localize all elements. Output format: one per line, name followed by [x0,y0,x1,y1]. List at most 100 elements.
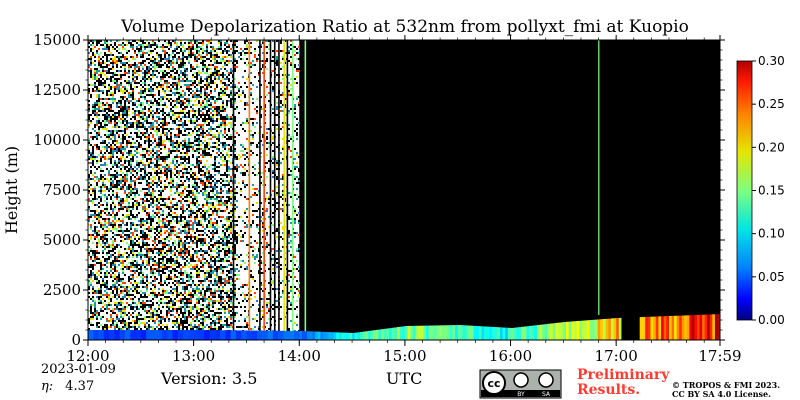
boundary-layer-cell [130,330,137,340]
no-signal-region [299,40,720,340]
boundary-layer-cell [246,330,253,340]
boundary-layer-cell [647,316,651,340]
boundary-layer-cell [576,321,580,340]
boundary-layer-cell [230,330,237,340]
profile-streak [269,40,272,340]
boundary-layer-cell [684,315,688,340]
boundary-layer-cell [502,327,506,340]
copyright-notice: © TROPOS & FMI 2023. CC BY SA 4.0 Licens… [672,381,780,399]
boundary-layer-cell [539,324,543,340]
boundary-layer-cell [267,330,274,340]
boundary-layer-cell [587,320,591,340]
boundary-layer-cell [407,325,411,340]
boundary-layer-cell [278,330,284,340]
boundary-layer-cell [470,325,475,340]
boundary-layer-cell [354,332,358,340]
boundary-layer-cell [225,330,232,340]
colorbar-tick-label: 0.15 [758,184,785,198]
boundary-layer-cell [558,322,562,340]
boundary-layer-cell [103,330,110,340]
boundary-layer-cell [457,325,461,340]
boundary-layer-cell [550,323,554,340]
boundary-layer-cell [592,319,596,340]
boundary-layer-cell [188,330,195,340]
profile-streak [286,40,289,340]
boundary-layer-cell [272,330,279,340]
boundary-layer-cell [655,316,659,340]
boundary-layer-cell [140,330,147,340]
boundary-layer-cell [299,331,303,340]
boundary-layer-cell [589,320,593,340]
boundary-layer-cell [177,330,184,340]
boundary-layer-cell [381,329,385,340]
y-tick-label: 7500 [43,181,81,199]
boundary-layer-cell [686,315,690,340]
cc-logo-icon [482,371,506,395]
y-tick-label: 0 [71,331,81,349]
boundary-layer-cell [88,330,94,340]
boundary-layer-cell [476,326,480,340]
boundary-layer-cell [426,325,430,340]
boundary-layer-cell [565,321,570,340]
eta-value: 4.37 [65,379,95,394]
boundary-layer-cell [370,330,374,340]
boundary-layer-cell [595,319,599,340]
boundary-layer-cell [681,315,685,340]
boundary-layer-cell [712,314,716,340]
y-tick-label: 5000 [43,231,81,249]
colorbar-ticks: 0.00 0.05 0.10 0.15 0.20 0.25 0.30 [752,54,785,327]
boundary-layer-cell [317,331,321,340]
boundary-layer-cell [613,318,617,340]
y-tick-label: 10000 [33,131,81,149]
boundary-layer-cell [560,322,564,340]
boundary-layer-cell [666,316,670,340]
attribution-icon [513,372,529,388]
boundary-layer-cell [602,319,607,340]
boundary-layer-cell [571,321,575,340]
y-tick-label: 12500 [33,81,81,99]
boundary-layer-cell [492,326,496,340]
boundary-layer-cell [439,325,443,340]
x-axis-unit-label: UTC [386,369,423,388]
colorbar-tick-label: 0.30 [758,54,785,68]
preliminary-line-1: Preliminary [577,367,670,383]
boundary-layer-cell [204,330,210,340]
boundary-layer-cell [214,330,221,340]
boundary-layer-cell [689,315,693,340]
boundary-layer-cell [481,326,485,340]
boundary-layer-cell [444,325,448,340]
boundary-layer-cell [691,315,695,340]
boundary-layer-cell [462,325,467,340]
boundary-layer-cell [717,314,720,340]
boundary-layer-cell [663,316,667,340]
boundary-layer-cell [119,330,126,340]
x-tick-label: 16:00 [489,347,532,365]
boundary-layer-cell [151,330,158,340]
boundary-layer-cell [605,318,609,340]
boundary-layer-cell [304,331,308,340]
boundary-layer-cell [349,332,353,340]
boundary-layer-cell [494,327,498,340]
boundary-layer-cell [415,325,419,340]
boundary-layer-cell [172,330,179,340]
boundary-layer-cell [344,332,348,340]
boundary-layer-cell [642,317,646,340]
boundary-layer-cell [307,331,311,340]
boundary-layer-cell [315,331,319,340]
boundary-layer-cell [544,324,549,340]
copyright-line-1: © TROPOS & FMI 2023. [672,380,781,390]
eta-readout: η: 4.37 [41,379,94,394]
boundary-layer-cell [709,314,713,340]
profile-streak [232,40,235,340]
y-tick-label: 15000 [33,31,81,49]
boundary-layer-cell [333,332,337,340]
boundary-layer-cell [367,330,372,340]
y-axis-label: Height (m) [2,146,21,234]
boundary-layer-cell [241,330,247,340]
boundary-layer-cell [694,315,698,340]
copyright-line-2: CC BY SA 4.0 License. [672,389,771,399]
preliminary-line-2: Results. [577,382,641,398]
boundary-layer-cell [515,327,519,340]
profile-streak [291,40,294,340]
cc-sa-label: SA [542,391,551,398]
